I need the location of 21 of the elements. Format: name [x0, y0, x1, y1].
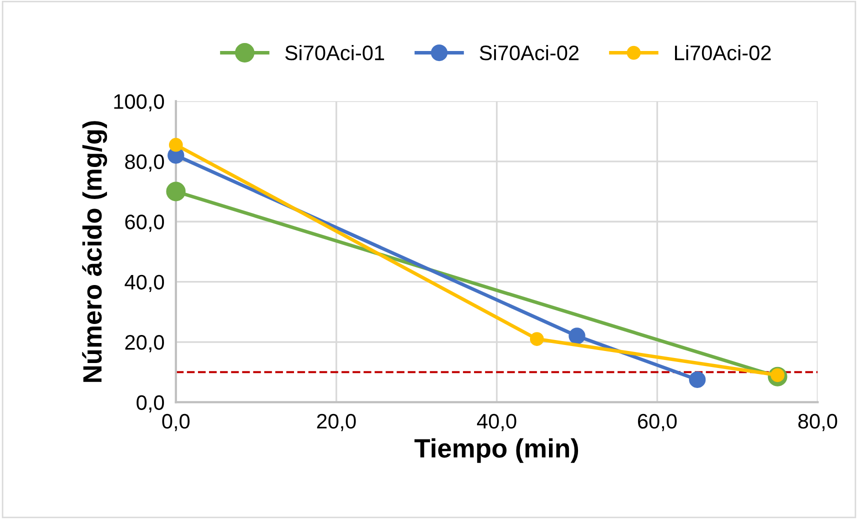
x-tick-label: 0,0 [162, 414, 190, 432]
x-tick-label: 20,0 [317, 414, 356, 432]
point [530, 332, 544, 346]
point [568, 328, 586, 344]
y-axis-title: Número ácido (mg/g) [82, 121, 108, 382]
legend-label: Si70Aci-01 [285, 44, 384, 60]
legend-label: Li70Aci-02 [675, 44, 771, 60]
x-axis-title: Tiempo (min) [414, 438, 578, 463]
y-tick-label: 80,0 [125, 154, 164, 172]
y-tick-label: 100,0 [114, 94, 164, 112]
x-tick-label: 40,0 [476, 414, 516, 432]
legend-label: Si70Aci-02 [480, 44, 579, 60]
y-tick-label: 40,0 [124, 274, 164, 292]
y-tick-label: 20,0 [125, 335, 164, 352]
point [166, 182, 186, 202]
x-tick-label: 60,0 [638, 414, 677, 432]
y-tick-label: 0,0 [136, 395, 164, 412]
y-tick-label: 60,0 [125, 214, 164, 232]
point [168, 138, 183, 152]
x-tick-label: 80,0 [798, 414, 838, 432]
point [689, 371, 706, 388]
